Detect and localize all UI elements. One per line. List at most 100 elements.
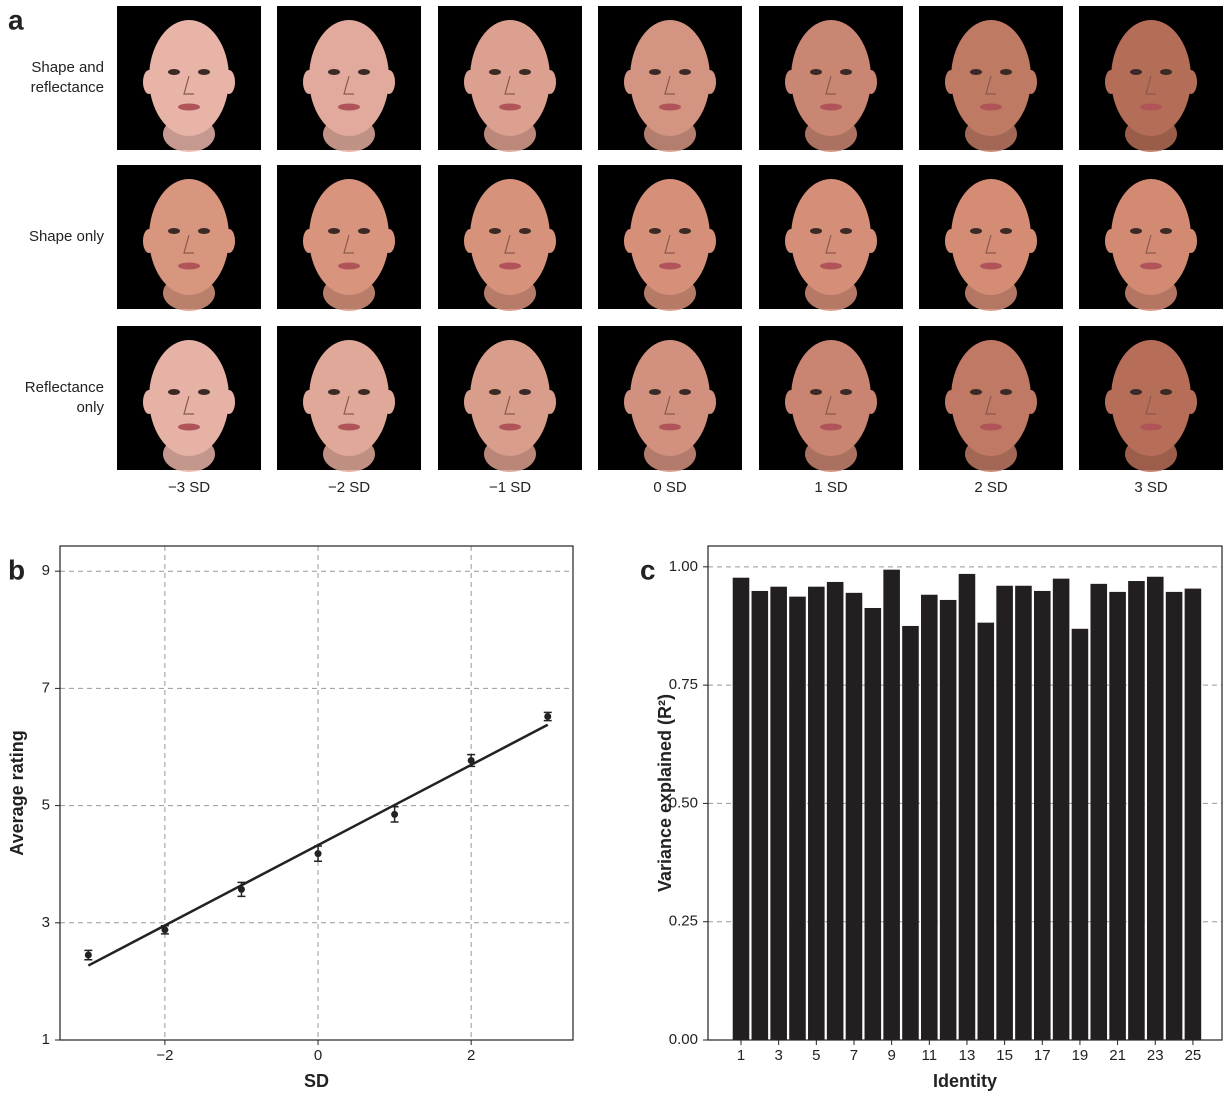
eye [168,228,180,234]
eye [1000,69,1012,75]
ear [143,390,155,414]
x-tick-label: 25 [1185,1047,1202,1064]
data-point [161,926,169,934]
eye [1130,228,1142,234]
ear [1185,229,1197,253]
eye [328,389,340,395]
x-tick-label: 3 [774,1047,782,1064]
face-image [598,165,742,311]
row-label: Reflectance only [25,379,105,416]
eye [168,389,180,395]
nose [825,395,836,415]
eye [970,228,982,234]
face-image [438,165,582,311]
bar [1033,590,1051,1040]
ear [704,229,716,253]
ear [303,229,315,253]
eye [810,228,822,234]
x-tick-label: 23 [1147,1047,1164,1064]
column-label: −2 SD [328,479,370,496]
x-tick-label: 1 [737,1047,745,1064]
x-tick-label: −2 [156,1047,173,1064]
x-tick-label: 19 [1072,1047,1089,1064]
panel-letter: a [8,4,24,35]
column-label: 0 SD [653,479,687,496]
ear [624,70,636,94]
eye [679,69,691,75]
eye [1160,228,1172,234]
y-tick-label: 0.50 [669,794,698,811]
eye [810,69,822,75]
ear [1105,70,1117,94]
plot-frame [59,545,574,1041]
ear [865,229,877,253]
x-tick-label: 7 [850,1047,858,1064]
mouth [820,262,842,270]
fit-line [87,723,549,967]
y-tick-label: 9 [42,562,50,579]
nose [183,75,194,95]
mouth [178,262,200,270]
eye [1000,228,1012,234]
ear [945,70,957,94]
face-image [277,6,421,152]
data-point [314,850,322,858]
ear [223,229,235,253]
eye [1000,389,1012,395]
data-point [84,951,92,959]
mouth [659,262,681,270]
mouth [820,103,842,111]
eye [1160,389,1172,395]
ear [464,390,476,414]
ear [624,390,636,414]
eye [679,228,691,234]
nose [183,234,194,254]
eye [840,389,852,395]
nose [664,234,675,254]
face-image [117,326,261,472]
eye [328,228,340,234]
face-image [598,326,742,472]
face-image [598,6,742,152]
y-axis-title: Variance explained (R²) [655,694,675,892]
column-label: 1 SD [814,479,848,496]
eye [810,389,822,395]
eye [840,228,852,234]
nose [504,395,515,415]
eye [198,228,210,234]
bar [808,586,825,1040]
bar [1146,576,1164,1040]
face-image [919,326,1063,472]
mouth [1140,423,1162,431]
ear [624,229,636,253]
eye [519,228,531,234]
y-tick-label: 0.00 [669,1031,698,1048]
bar [1165,591,1183,1040]
mouth [338,423,360,431]
row-label: Shape and reflectance [31,59,104,96]
ear [785,70,797,94]
ear [1105,390,1117,414]
face-image [438,326,582,472]
face-image [277,165,421,311]
ear [1025,390,1037,414]
ear [303,390,315,414]
x-tick-label: 5 [812,1047,820,1064]
ear [303,70,315,94]
y-tick-label: 0.25 [669,913,698,930]
data-point [544,713,552,721]
bar [902,625,919,1040]
ear [464,229,476,253]
ear [143,70,155,94]
eye [489,389,501,395]
mouth [338,103,360,111]
face-image [1079,6,1223,152]
mouth [1140,103,1162,111]
ear [544,229,556,253]
column-label: 3 SD [1134,479,1168,496]
row-label: Shape only [29,228,105,245]
mouth [659,423,681,431]
ear [464,70,476,94]
ear [383,70,395,94]
